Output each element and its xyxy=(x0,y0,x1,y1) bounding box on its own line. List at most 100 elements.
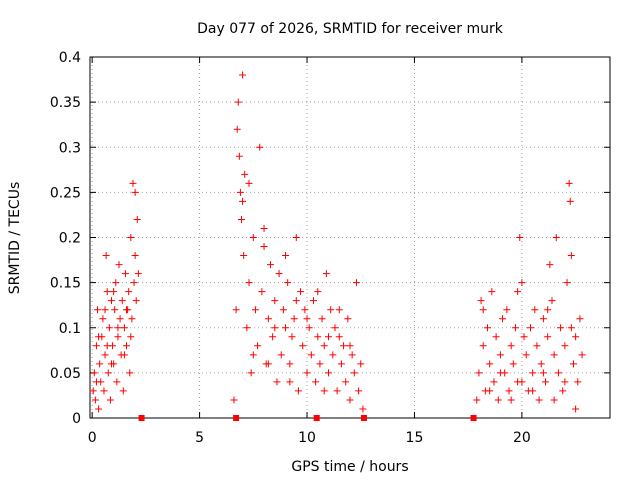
data-point xyxy=(552,234,560,241)
data-point xyxy=(565,179,573,187)
data-point xyxy=(233,125,241,133)
data-point xyxy=(535,396,543,404)
data-point xyxy=(106,396,114,404)
data-point xyxy=(563,279,571,287)
data-point xyxy=(340,342,348,350)
y-tick-label: 0.1 xyxy=(59,321,81,337)
data-point xyxy=(526,324,534,332)
data-point xyxy=(561,342,569,350)
data-point xyxy=(352,279,360,287)
data-point xyxy=(247,369,255,377)
data-point xyxy=(322,270,330,278)
data-point xyxy=(335,306,343,314)
data-point xyxy=(107,360,115,368)
data-point xyxy=(275,270,283,278)
data-point xyxy=(232,306,240,314)
data-point xyxy=(320,342,328,350)
data-point xyxy=(327,306,335,314)
data-point xyxy=(537,360,545,368)
data-point xyxy=(260,224,268,232)
data-point xyxy=(96,360,104,368)
data-point xyxy=(129,179,137,187)
data-point xyxy=(128,315,136,323)
data-point xyxy=(496,369,504,377)
data-point xyxy=(299,342,307,350)
y-tick-label: 0.2 xyxy=(59,231,81,247)
y-tick-label: 0.4 xyxy=(59,50,81,66)
data-point xyxy=(100,387,108,395)
data-point xyxy=(292,234,300,241)
data-point xyxy=(318,315,326,323)
y-tick-label: 0.35 xyxy=(50,95,81,111)
x-tick-label: 5 xyxy=(195,430,204,446)
data-point xyxy=(113,378,121,386)
data-point xyxy=(277,351,285,359)
y-tick-label: 0.05 xyxy=(50,366,81,382)
data-point xyxy=(254,342,262,350)
data-point xyxy=(133,215,141,223)
data-point xyxy=(346,396,354,404)
data-point xyxy=(333,387,341,395)
data-point xyxy=(249,234,257,241)
data-point xyxy=(325,369,333,377)
y-tick-label: 0.15 xyxy=(50,276,81,292)
chart-title: Day 077 of 2026, SRMTID for receiver mur… xyxy=(197,21,504,37)
data-point xyxy=(516,234,524,241)
data-point xyxy=(239,71,247,79)
data-point xyxy=(544,306,552,314)
data-point xyxy=(121,270,129,278)
data-point xyxy=(99,315,107,323)
data-point xyxy=(92,378,100,386)
data-point xyxy=(94,306,102,314)
data-point xyxy=(279,306,287,314)
data-point xyxy=(114,333,122,341)
data-point xyxy=(475,369,483,377)
data-point xyxy=(335,333,343,341)
data-point xyxy=(235,152,243,160)
data-point xyxy=(237,215,245,223)
data-point xyxy=(496,351,504,359)
data-point xyxy=(542,378,550,386)
data-point xyxy=(134,270,142,278)
data-point xyxy=(240,252,248,260)
data-point xyxy=(529,387,537,395)
data-point xyxy=(120,351,128,359)
x-tick-label: 20 xyxy=(513,430,531,446)
data-point xyxy=(567,324,575,332)
data-point xyxy=(116,315,124,323)
data-point xyxy=(355,387,363,395)
data-point xyxy=(309,297,317,305)
axis-marker xyxy=(233,415,240,421)
x-tick-label: 10 xyxy=(298,430,316,446)
data-point xyxy=(337,360,345,368)
data-point xyxy=(130,279,138,287)
data-point xyxy=(550,396,558,404)
data-point xyxy=(329,351,337,359)
data-point xyxy=(331,324,339,332)
data-point xyxy=(102,252,110,260)
data-point xyxy=(131,188,139,196)
data-point xyxy=(251,306,259,314)
data-point xyxy=(273,378,281,386)
data-point xyxy=(297,288,305,296)
data-point xyxy=(514,288,522,296)
data-point xyxy=(342,378,350,386)
data-point xyxy=(494,396,502,404)
data-point xyxy=(241,170,249,178)
data-point xyxy=(325,333,333,341)
data-point xyxy=(260,243,268,251)
data-point xyxy=(264,360,272,368)
data-point xyxy=(529,369,537,377)
x-axis-label: GPS time / hours xyxy=(291,459,408,475)
x-tick-label: 0 xyxy=(88,430,97,446)
data-point xyxy=(243,324,251,332)
data-point xyxy=(269,333,277,341)
data-point xyxy=(258,288,266,296)
data-point xyxy=(546,261,554,269)
axis-marker xyxy=(138,415,145,421)
data-point xyxy=(282,324,290,332)
data-point xyxy=(559,387,567,395)
data-point xyxy=(249,351,257,359)
